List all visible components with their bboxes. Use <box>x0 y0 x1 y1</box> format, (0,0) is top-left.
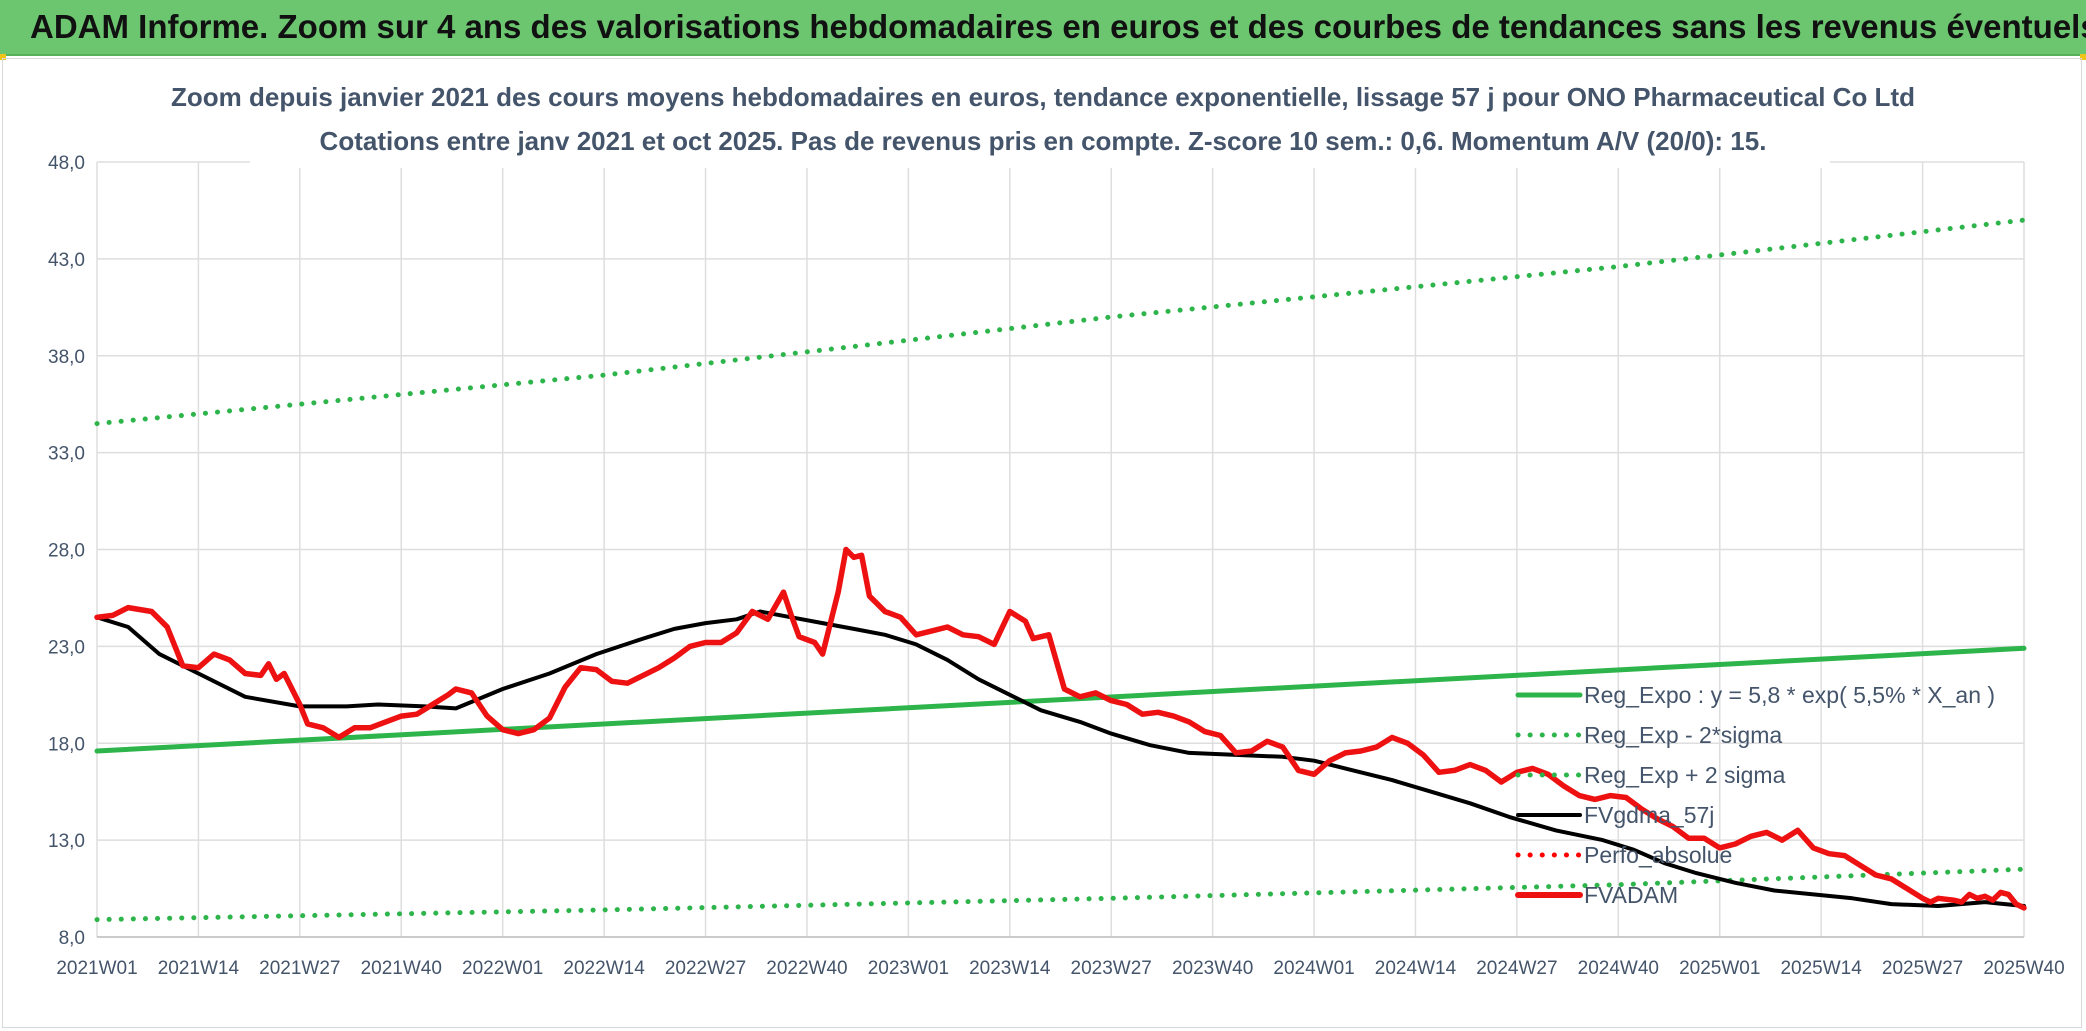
x-tick-label: 2021W14 <box>158 958 240 979</box>
x-tick-label: 2025W14 <box>1780 958 1862 979</box>
header-banner: ADAM Informe. Zoom sur 4 ans des valoris… <box>0 0 2086 56</box>
title-panel <box>250 78 1830 168</box>
x-tick-label: 2021W27 <box>259 958 340 979</box>
y-tick-label: 18,0 <box>48 734 85 755</box>
legend-label: FVgdma_57j <box>1584 802 1714 828</box>
x-tick-label: 2024W01 <box>1273 958 1354 979</box>
x-tick-label: 2022W14 <box>563 958 645 979</box>
x-tick-label: 2023W14 <box>969 958 1051 979</box>
series-line-fvgdma-57j <box>95 609 2026 908</box>
x-tick-label: 2024W14 <box>1375 958 1457 979</box>
x-tick-label: 2021W40 <box>361 958 442 979</box>
banner-corner-left <box>0 54 6 60</box>
y-tick-label: 43,0 <box>48 250 85 271</box>
legend-label: Reg_Expo : y = 5,8 * exp( 5,5% * X_an ) <box>1584 682 1995 708</box>
banner-corner-right <box>2080 54 2086 60</box>
series-line-reg-exp-2-sigma <box>94 866 2027 923</box>
legend-label: Perfo_absolue <box>1584 842 1732 868</box>
legend-label: Reg_Exp + 2 sigma <box>1584 762 1786 788</box>
chart-title: Zoom depuis janvier 2021 des cours moyen… <box>171 82 1915 112</box>
x-tick-label: 2022W01 <box>462 958 543 979</box>
y-tick-label: 13,0 <box>48 831 85 852</box>
page-title: ADAM Informe. Zoom sur 4 ans des valoris… <box>30 8 2086 45</box>
y-tick-label: 38,0 <box>48 347 85 368</box>
x-tick-label: 2023W40 <box>1172 958 1253 979</box>
legend-label: Reg_Exp - 2*sigma <box>1584 722 1782 748</box>
x-tick-label: 2023W01 <box>868 958 949 979</box>
x-tick-label: 2025W01 <box>1679 958 1760 979</box>
x-tick-label: 2024W40 <box>1578 958 1659 979</box>
chart-subtitle: Cotations entre janv 2021 et oct 2025. P… <box>319 126 1767 156</box>
chart-frame <box>2 58 2082 1028</box>
x-tick-label: 2023W27 <box>1071 958 1152 979</box>
series-line-reg-exp-2-sigma <box>94 217 2027 427</box>
x-tick-label: 2025W40 <box>1983 958 2064 979</box>
series-line-fvadam <box>94 546 2027 911</box>
x-tick-label: 2021W01 <box>56 958 137 979</box>
y-tick-label: 48,0 <box>48 153 85 174</box>
y-tick-label: 33,0 <box>48 444 85 465</box>
y-tick-label: 23,0 <box>48 637 85 658</box>
x-tick-label: 2025W27 <box>1882 958 1963 979</box>
y-tick-label: 28,0 <box>48 541 85 562</box>
legend-label: FVADAM <box>1584 882 1678 908</box>
x-tick-label: 2022W27 <box>665 958 746 979</box>
y-tick-label: 8,0 <box>59 928 85 949</box>
series-line-reg-expo-y-5-8-exp-5-5-x-an <box>94 645 2027 754</box>
x-tick-label: 2022W40 <box>766 958 847 979</box>
x-tick-label: 2024W27 <box>1476 958 1557 979</box>
